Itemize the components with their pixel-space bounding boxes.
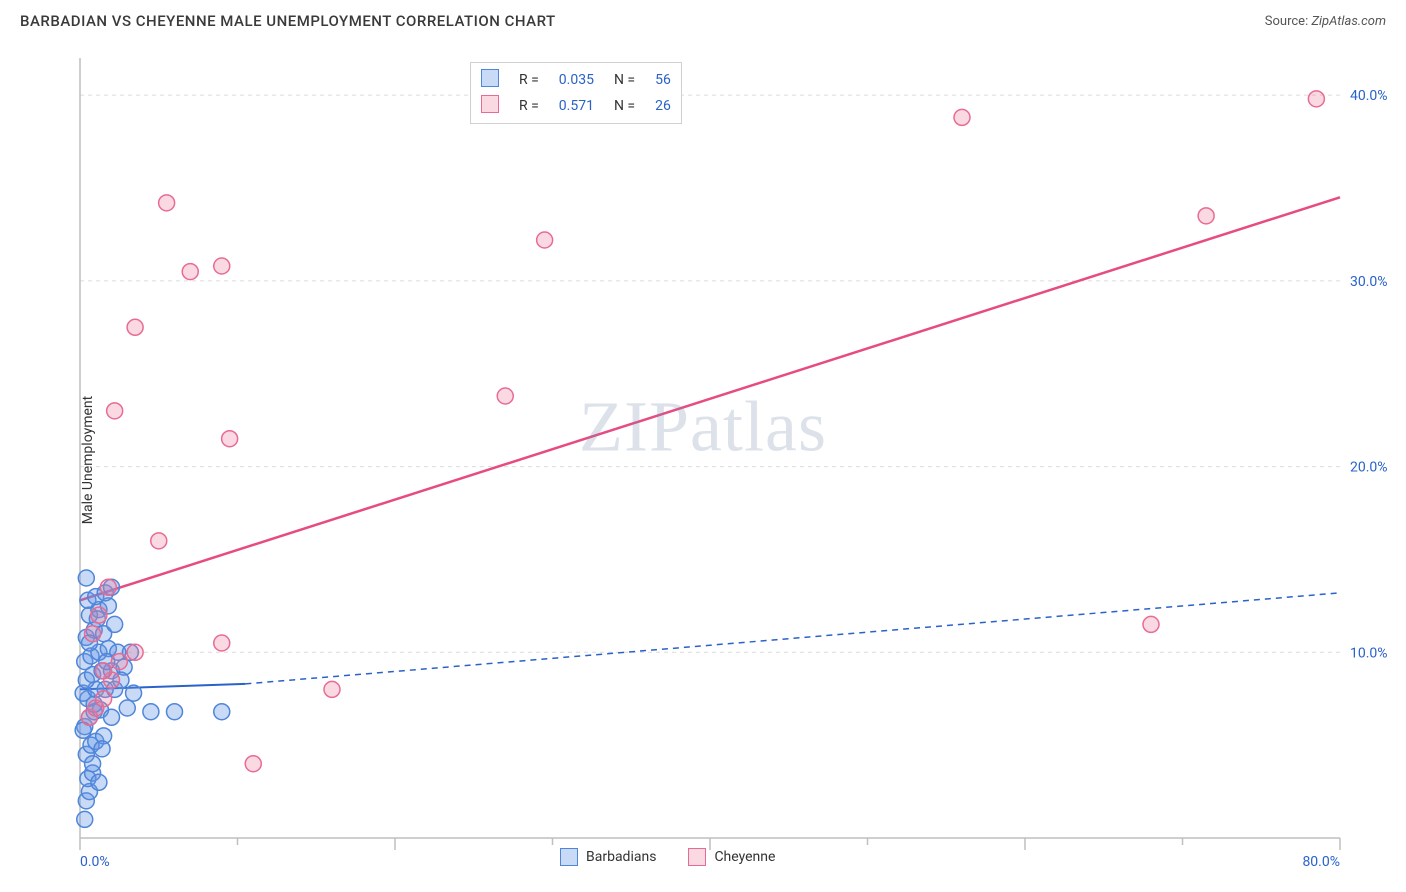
r-value: 0.035 — [549, 67, 604, 93]
legend-swatch — [481, 95, 499, 113]
data-point — [107, 616, 123, 632]
data-point — [167, 704, 183, 720]
data-point — [159, 195, 175, 211]
legend-swatch — [481, 69, 499, 87]
data-point — [119, 700, 135, 716]
legend-swatch — [560, 848, 578, 866]
y-tick-label: 30.0% — [1350, 274, 1388, 290]
data-point — [324, 681, 340, 697]
y-axis-label: Male Unemployment — [80, 396, 96, 524]
stats-legend: R =0.035N =56R =0.571N =26 — [470, 62, 682, 124]
n-label: N = — [604, 93, 645, 119]
data-point — [182, 264, 198, 280]
legend-label: Cheyenne — [714, 849, 775, 865]
r-label: R = — [509, 93, 549, 119]
r-value: 0.571 — [549, 93, 604, 119]
source-label: Source: — [1265, 14, 1312, 29]
legend-item: Cheyenne — [688, 848, 775, 866]
y-tick-label: 10.0% — [1350, 645, 1388, 661]
stats-row: R =0.035N =56 — [471, 67, 681, 93]
n-label: N = — [604, 67, 645, 93]
data-point — [143, 704, 159, 720]
data-point — [214, 635, 230, 651]
data-point — [127, 644, 143, 660]
chart-container: Male Unemployment ZIPatlas 10.0%20.0%30.… — [20, 48, 1386, 872]
data-point — [245, 756, 261, 772]
data-point — [1198, 208, 1214, 224]
y-tick-label: 20.0% — [1350, 460, 1388, 476]
data-point — [214, 704, 230, 720]
data-point — [222, 431, 238, 447]
data-point — [107, 403, 123, 419]
data-point — [127, 319, 143, 335]
data-point — [151, 533, 167, 549]
data-point — [96, 663, 112, 679]
x-tick-label: 0.0% — [80, 854, 110, 870]
source-value: ZipAtlas.com — [1311, 14, 1386, 29]
scatter-plot: 10.0% 20.0% 30.0% 40.0% 0.0% 80.0% — [20, 48, 1406, 872]
data-point — [214, 258, 230, 274]
series-legend: Barbadians Cheyenne — [560, 848, 775, 866]
data-point — [91, 607, 107, 623]
legend-item: Barbadians — [560, 848, 656, 866]
y-tick-label: 40.0% — [1350, 88, 1388, 104]
data-point — [85, 756, 101, 772]
data-point — [126, 685, 142, 701]
data-point — [1308, 91, 1324, 107]
data-point — [77, 811, 93, 827]
data-point — [96, 691, 112, 707]
data-point — [111, 654, 127, 670]
data-point — [85, 626, 101, 642]
data-point — [537, 232, 553, 248]
chart-title: BARBADIAN VS CHEYENNE MALE UNEMPLOYMENT … — [20, 12, 556, 30]
legend-swatch — [688, 848, 706, 866]
x-tick-label: 80.0% — [1302, 854, 1340, 870]
data-point — [104, 709, 120, 725]
data-point — [100, 579, 116, 595]
data-point — [1143, 616, 1159, 632]
source-credit: Source: ZipAtlas.com — [1265, 14, 1386, 29]
data-point — [954, 109, 970, 125]
data-point — [94, 741, 110, 757]
legend-label: Barbadians — [586, 849, 656, 865]
n-value: 26 — [645, 93, 681, 119]
data-point — [78, 570, 94, 586]
data-point — [91, 774, 107, 790]
stats-row: R =0.571N =26 — [471, 93, 681, 119]
data-point — [497, 388, 513, 404]
n-value: 56 — [645, 67, 681, 93]
r-label: R = — [509, 67, 549, 93]
